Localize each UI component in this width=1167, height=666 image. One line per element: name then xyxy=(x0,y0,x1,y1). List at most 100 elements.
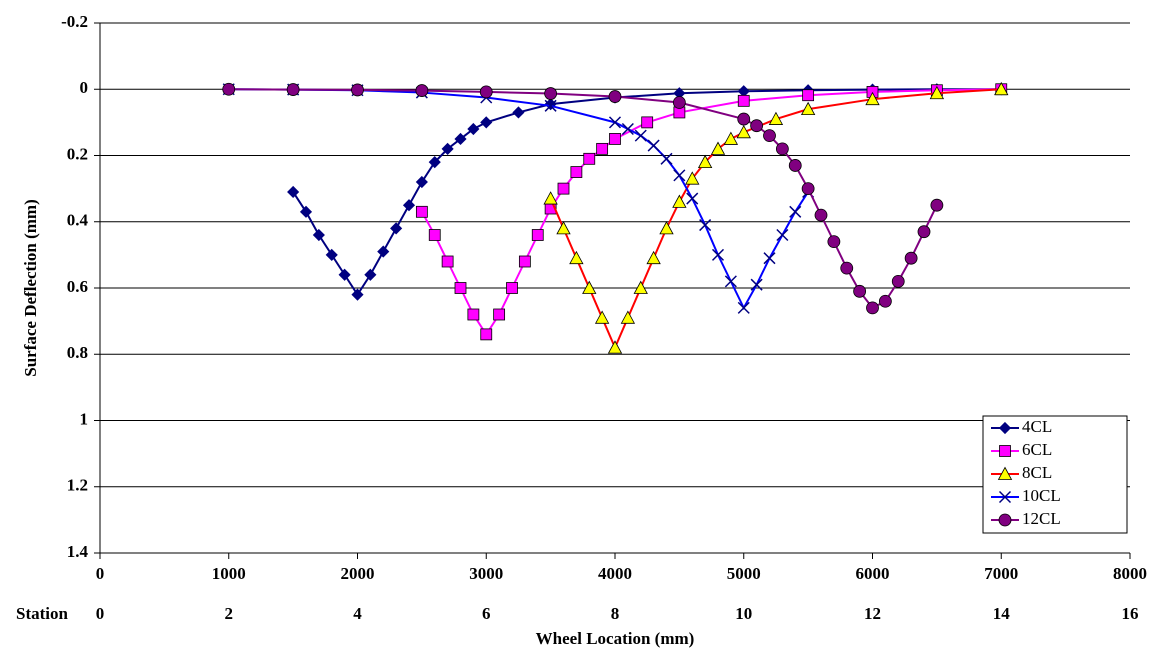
marker xyxy=(467,122,480,136)
marker xyxy=(480,116,493,129)
x2-tick-label: 4 xyxy=(353,604,362,623)
marker xyxy=(287,185,300,199)
legend-label: 10CL xyxy=(1022,486,1061,505)
marker xyxy=(569,250,584,265)
marker xyxy=(647,139,660,152)
x-tick-label: 5000 xyxy=(727,564,761,583)
y-tick-label: 1 xyxy=(80,409,89,428)
marker xyxy=(768,111,784,125)
marker xyxy=(853,284,867,298)
marker xyxy=(480,328,493,341)
series xyxy=(415,83,1008,341)
marker xyxy=(672,194,687,208)
legend-marker xyxy=(997,466,1013,480)
marker xyxy=(570,166,583,178)
marker xyxy=(891,274,905,288)
marker xyxy=(351,288,364,301)
marker xyxy=(659,221,674,235)
marker xyxy=(467,308,480,321)
marker xyxy=(865,91,880,106)
marker xyxy=(814,208,828,222)
marker xyxy=(697,154,713,169)
marker xyxy=(736,124,751,139)
marker xyxy=(596,142,609,155)
legend-label: 12CL xyxy=(1022,509,1061,528)
marker xyxy=(673,169,686,182)
marker xyxy=(608,90,622,103)
marker xyxy=(660,152,673,165)
marker xyxy=(634,129,647,142)
x2-tick-label: 2 xyxy=(225,604,234,623)
marker xyxy=(415,205,428,218)
marker xyxy=(544,98,557,111)
marker xyxy=(479,85,493,99)
series xyxy=(287,83,1008,301)
marker xyxy=(994,81,1009,96)
x-tick-label: 8000 xyxy=(1113,564,1147,583)
x-tick-label: 2000 xyxy=(341,564,375,583)
marker xyxy=(711,248,725,261)
marker xyxy=(672,96,686,109)
marker xyxy=(415,175,428,189)
x2-tick-label: 0 xyxy=(96,604,105,623)
marker xyxy=(723,131,739,145)
series-line xyxy=(549,88,1002,351)
x2-tick-label: 16 xyxy=(1122,604,1139,623)
legend-marker xyxy=(998,421,1012,435)
marker xyxy=(788,159,802,172)
x-tick-label: 3000 xyxy=(469,564,503,583)
series xyxy=(222,82,944,315)
marker xyxy=(621,122,634,136)
marker xyxy=(827,235,841,249)
marker xyxy=(364,268,377,281)
marker xyxy=(493,308,506,321)
y-tick-label: 0.4 xyxy=(67,211,89,230)
marker xyxy=(518,255,531,268)
x2-tick-label: 6 xyxy=(482,604,491,623)
marker xyxy=(685,171,700,185)
marker xyxy=(620,310,636,324)
marker xyxy=(800,101,816,116)
marker xyxy=(608,116,622,129)
marker xyxy=(543,191,558,205)
marker xyxy=(415,84,429,97)
marker xyxy=(641,116,654,129)
marker xyxy=(686,192,699,205)
marker xyxy=(428,229,441,241)
marker xyxy=(737,112,751,126)
legend-marker xyxy=(999,445,1011,457)
marker xyxy=(299,205,313,218)
marker xyxy=(351,83,364,97)
marker xyxy=(428,156,441,169)
y-tick-label: -0.2 xyxy=(61,12,88,31)
marker xyxy=(775,142,789,156)
marker xyxy=(402,199,416,212)
marker xyxy=(763,252,776,265)
marker xyxy=(441,255,454,268)
marker xyxy=(763,129,776,143)
y-axis-title: Surface Deflection (mm) xyxy=(21,199,40,377)
marker xyxy=(390,222,403,235)
marker xyxy=(583,152,596,165)
legend-marker xyxy=(998,513,1012,527)
x-tick-label: 4000 xyxy=(598,564,632,583)
marker xyxy=(840,261,854,275)
marker xyxy=(531,229,544,241)
legend-label: 6CL xyxy=(1022,440,1052,459)
series-line xyxy=(421,88,1002,337)
legend-marker xyxy=(998,490,1012,504)
marker xyxy=(556,221,571,235)
marker xyxy=(286,83,300,96)
marker xyxy=(377,245,390,258)
marker xyxy=(506,282,518,294)
marker xyxy=(904,251,918,265)
marker xyxy=(750,119,764,133)
marker xyxy=(737,94,750,107)
marker xyxy=(866,301,879,315)
marker xyxy=(710,141,726,155)
y-tick-label: 1.2 xyxy=(67,476,88,495)
x-tick-label: 7000 xyxy=(984,564,1018,583)
marker xyxy=(325,248,338,261)
